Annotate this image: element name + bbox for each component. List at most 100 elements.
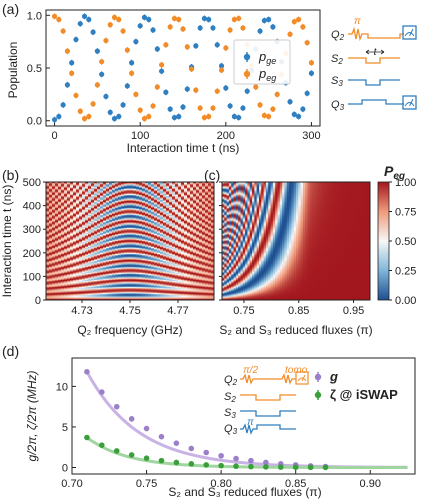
b-heat-cell: [142, 292, 146, 295]
b-heat-cell: [91, 223, 95, 225]
b-heat-cell: [115, 219, 119, 222]
b-heat-cell: [58, 294, 62, 296]
b-heat-cell: [157, 209, 161, 211]
b-heat-cell: [70, 272, 74, 275]
b-heat-cell: [52, 212, 56, 215]
b-heat-cell: [184, 268, 188, 270]
b-heat-cell: [157, 190, 161, 192]
b-heat-cell: [82, 236, 86, 238]
b-heat-cell: [82, 242, 86, 244]
b-heat-cell: [136, 283, 140, 286]
b-heat-cell: [178, 250, 182, 253]
b-heat-cell: [157, 291, 161, 294]
b-heat-cell: [76, 184, 80, 186]
b-heat-cell: [70, 255, 74, 257]
b-heat-cell: [64, 251, 68, 254]
b-heat-cell: [121, 270, 125, 273]
b-heat-cell: [67, 200, 71, 203]
b-heat-cell: [121, 190, 125, 192]
b-heat-cell: [133, 278, 137, 281]
b-heat-cell: [109, 226, 113, 229]
b-heat-cell: [124, 216, 128, 218]
b-heat-cell: [88, 258, 92, 261]
b-heat-cell: [166, 251, 170, 254]
b-heat-cell: [133, 272, 137, 275]
b-heat-cell: [88, 205, 92, 208]
b-heat-cell: [172, 261, 176, 263]
b-heat-cell: [139, 243, 143, 245]
b-heat-cell: [109, 190, 113, 192]
b-heat-cell: [160, 203, 164, 205]
b-heat-cell: [139, 230, 143, 232]
b-heat-cell: [133, 277, 137, 280]
b-heat-cell: [130, 235, 134, 237]
b-heat-cell: [88, 250, 92, 253]
b-heat-cell: [133, 291, 137, 294]
b-heat-cell: [109, 272, 113, 275]
b-heat-cell: [184, 196, 188, 198]
b-heat-cell: [82, 265, 86, 268]
b-heat-cell: [121, 183, 125, 185]
b-heat-cell: [142, 263, 146, 265]
b-heat-cell: [175, 213, 179, 216]
b-heat-cell: [103, 274, 107, 276]
a-point-p_eg: [300, 24, 306, 30]
b-heat-cell: [52, 277, 56, 280]
b-heat-cell: [70, 193, 74, 196]
b-heat-cell: [154, 274, 158, 276]
b-heat-cell: [76, 185, 80, 188]
b-heat-cell: [70, 187, 74, 190]
b-heat-cell: [76, 287, 80, 289]
b-heat-cell: [61, 278, 65, 281]
b-heat-cell: [163, 223, 167, 225]
b-heat-cell: [79, 223, 83, 225]
b-heat-cell: [88, 237, 92, 240]
b-heat-cell: [145, 265, 149, 268]
b-heat-cell: [175, 297, 179, 300]
b-heat-cell: [100, 287, 104, 289]
b-heat-cell: [73, 232, 77, 235]
b-heat-cell: [67, 209, 71, 211]
b-heat-cell: [175, 294, 179, 296]
b-heat-cell: [169, 255, 173, 257]
b-heat-cell: [127, 284, 131, 287]
b-heat-cell: [136, 245, 140, 248]
b-heat-cell: [58, 266, 62, 269]
b-heat-cell: [166, 237, 170, 240]
b-heat-cell: [160, 202, 164, 204]
b-heat-cell: [97, 255, 101, 257]
b-heat-cell: [106, 276, 110, 278]
b-heat-cell: [148, 207, 152, 210]
b-heat-cell: [67, 197, 71, 199]
b-heat-cell: [130, 211, 134, 214]
b-heat-cell: [163, 268, 167, 270]
b-heat-cell: [178, 185, 182, 188]
b-heat-cell: [91, 182, 95, 184]
b-heat-cell: [175, 236, 179, 238]
b-heat-cell: [130, 271, 134, 274]
b-heat-cell: [133, 182, 137, 184]
b-heat-cell: [175, 189, 179, 191]
b-heat-cell: [118, 258, 122, 261]
b-heat-cell: [133, 200, 137, 203]
b-heat-cell: [49, 199, 53, 202]
b-heat-cell: [163, 194, 167, 197]
b-heat-cell: [130, 282, 134, 284]
b-heat-cell: [112, 274, 116, 276]
b-heat-cell: [154, 291, 158, 294]
b-heat-cell: [64, 238, 68, 241]
b-heat-cell: [172, 190, 176, 192]
b-heat-cell: [88, 215, 92, 217]
b-heat-cell: [169, 265, 173, 268]
b-heat-cell: [82, 229, 86, 231]
b-heat-cell: [109, 199, 113, 202]
b-heat-cell: [163, 192, 167, 195]
b-heat-cell: [70, 230, 74, 232]
b-heat-cell: [166, 182, 170, 184]
b-heat-cell: [73, 219, 77, 222]
b-heat-cell: [139, 250, 143, 253]
b-heat-cell: [70, 228, 74, 230]
b-heat-cell: [178, 241, 182, 243]
b-heat-cell: [91, 291, 95, 294]
b-heat-cell: [97, 209, 101, 211]
